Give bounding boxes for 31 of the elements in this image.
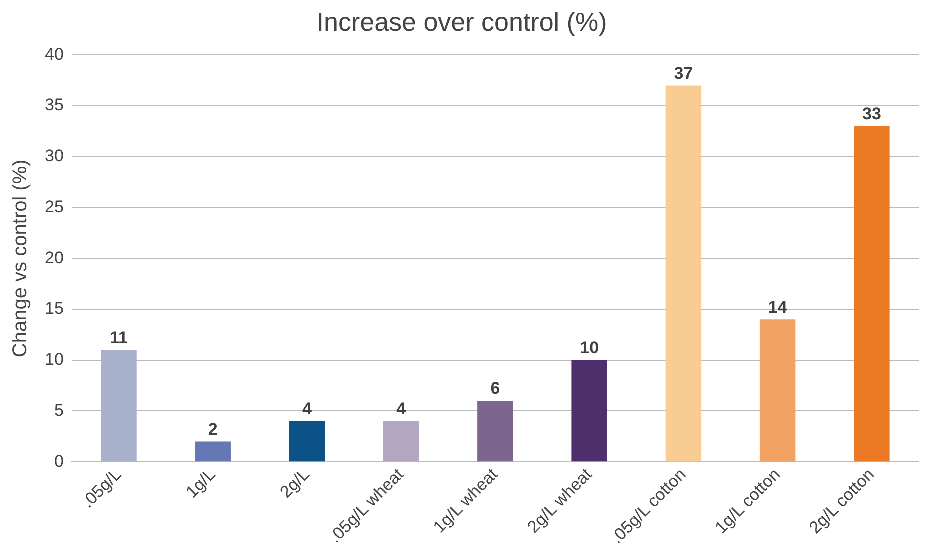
data-label: 2 <box>208 420 218 439</box>
y-tick-label: 20 <box>44 248 64 268</box>
bar <box>101 350 137 462</box>
chart-title: Increase over control (%) <box>316 6 608 37</box>
y-tick-label: 35 <box>44 96 64 115</box>
data-label: 37 <box>674 64 694 83</box>
y-tick-label: 25 <box>44 197 64 216</box>
y-tick-label: 30 <box>44 146 64 166</box>
bar <box>195 442 231 462</box>
bar <box>854 126 890 462</box>
data-label: 11 <box>110 328 128 348</box>
y-tick-label: 40 <box>44 44 64 64</box>
bar <box>289 421 326 462</box>
bar <box>383 421 420 462</box>
bar <box>760 320 796 462</box>
bar <box>666 86 702 462</box>
data-label: 14 <box>768 298 788 317</box>
bar <box>572 360 608 462</box>
x-tick-label: 2g/L <box>276 464 314 502</box>
data-label: 4 <box>302 400 312 419</box>
data-label: 6 <box>490 379 500 398</box>
y-tick-label: 5 <box>54 400 64 420</box>
y-tick-label: 0 <box>54 452 64 471</box>
data-label: 4 <box>396 400 407 419</box>
data-label: 10 <box>580 338 600 358</box>
data-label: 33 <box>862 104 882 124</box>
x-tick-label: 1g/L <box>182 464 220 502</box>
y-tick-label: 10 <box>44 350 64 370</box>
y-tick-label: 15 <box>44 299 64 318</box>
y-axis-title: Change vs control (%) <box>10 160 32 358</box>
bar <box>478 401 514 462</box>
